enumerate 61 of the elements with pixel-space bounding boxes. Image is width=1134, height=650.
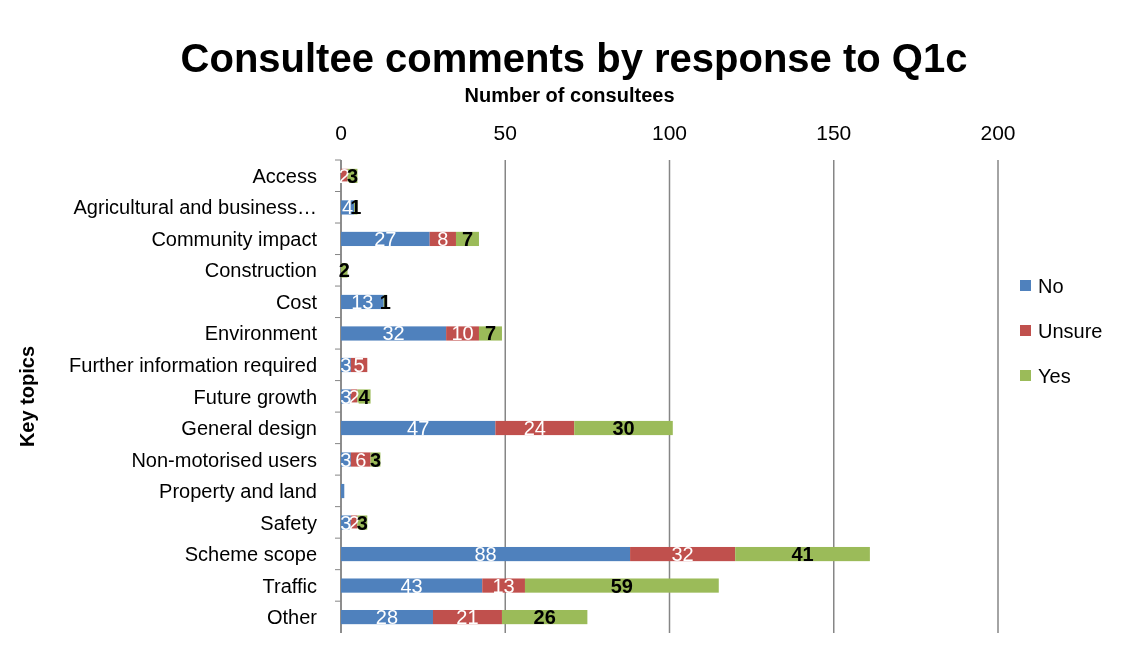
data-label: 5 xyxy=(353,353,365,376)
data-label: 3 xyxy=(369,448,382,471)
y-tick-label: Access xyxy=(252,164,317,187)
y-tick-label: Future growth xyxy=(193,385,317,408)
data-label: 26 xyxy=(533,606,556,629)
data-label: 3 xyxy=(346,164,359,187)
data-label: 59 xyxy=(610,574,633,597)
data-label: 8 xyxy=(437,227,449,250)
data-label: 7 xyxy=(461,227,474,250)
chart-title: Consultee comments by response to Q1c xyxy=(180,36,968,80)
y-tick-label: Traffic xyxy=(262,574,317,597)
data-label: 10 xyxy=(451,322,474,345)
y-tick-label: Agricultural and business… xyxy=(73,196,317,219)
y-tick-label: Safety xyxy=(260,511,317,534)
data-label: 3 xyxy=(340,385,352,408)
data-label: 7 xyxy=(484,322,497,345)
y-tick-label: Construction xyxy=(204,259,317,282)
bar xyxy=(341,326,447,341)
data-label: 28 xyxy=(375,606,399,629)
data-label: 32 xyxy=(382,322,405,345)
bar xyxy=(341,578,483,593)
y-tick-label: Scheme scope xyxy=(184,543,317,566)
y-axis-title: Key topics xyxy=(16,345,38,448)
data-label: 4 xyxy=(358,385,371,408)
data-label: 88 xyxy=(474,543,497,566)
bar xyxy=(341,546,631,562)
y-tick-label: Environment xyxy=(204,322,318,345)
x-axis-title: Number of consultees xyxy=(464,84,675,106)
data-label: 30 xyxy=(612,417,635,440)
data-label: 21 xyxy=(456,606,479,629)
y-tick-label: Property and land xyxy=(159,480,317,503)
data-label: 47 xyxy=(407,417,430,440)
data-label: 3 xyxy=(340,511,352,534)
y-tick-label: Other xyxy=(266,606,318,629)
bar xyxy=(341,420,496,436)
bar xyxy=(524,578,719,593)
data-label: 1 xyxy=(379,290,391,313)
y-tick-label: Community impact xyxy=(151,227,318,250)
y-tick-label: Non-motorised users xyxy=(131,448,317,471)
data-label: 13 xyxy=(351,290,374,313)
data-label: 24 xyxy=(523,417,546,440)
data-label: 3 xyxy=(340,353,352,376)
x-tick-label: 50 xyxy=(493,121,517,144)
legend-label: Yes xyxy=(1038,365,1071,387)
data-label: 41 xyxy=(791,543,814,566)
x-tick-label: 100 xyxy=(651,121,688,144)
bar xyxy=(735,546,870,562)
x-tick-label: 0 xyxy=(335,121,347,144)
data-label: 27 xyxy=(374,227,397,250)
legend-label: No xyxy=(1038,275,1064,297)
y-tick-label: Further information required xyxy=(69,353,317,376)
data-label: 32 xyxy=(671,543,694,566)
data-label: 13 xyxy=(492,574,515,597)
x-tick-label: 150 xyxy=(816,121,852,144)
data-label: 3 xyxy=(340,448,352,471)
y-tick-label: General design xyxy=(181,417,317,440)
data-label: 6 xyxy=(355,448,367,471)
data-label: 43 xyxy=(400,574,423,597)
y-tick-label: Cost xyxy=(275,290,318,313)
legend-label: Unsure xyxy=(1038,320,1103,342)
x-tick-label: 200 xyxy=(980,121,1016,144)
